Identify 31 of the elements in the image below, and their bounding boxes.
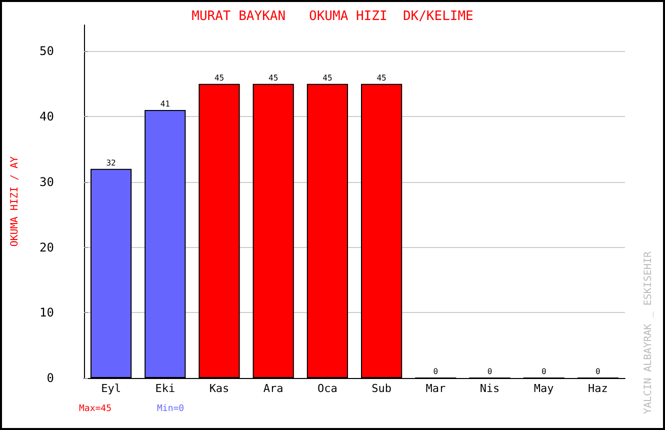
x-tick-label: May: [534, 382, 554, 395]
x-tick-label: Eki: [155, 382, 176, 395]
data-label: 41: [160, 99, 170, 108]
x-tick-label: Sub: [372, 382, 392, 395]
x-tick-label: Oca: [318, 382, 338, 395]
y-tick-label: 40: [40, 110, 54, 124]
text: Max=45: [79, 404, 112, 414]
chart-title: MURAT BAYKAN OKUMA HIZI DK/KELIME: [192, 9, 474, 24]
y-axis-title: OKUMA HIZI / AY: [10, 156, 20, 247]
data-label: 0: [487, 367, 492, 376]
data-label: 45: [376, 73, 387, 82]
text: YALCIN ALBAYRAK _ ESKISEHIR: [643, 251, 654, 414]
y-tick-label: 50: [40, 44, 54, 58]
x-tick-label: Haz: [588, 382, 608, 395]
x-tick-label: Mar: [426, 382, 446, 395]
data-label: 0: [541, 367, 546, 376]
data-label: 45: [214, 73, 224, 82]
data-label: 45: [268, 73, 278, 82]
x-tick-label: Nis: [480, 382, 500, 395]
data-label: 0: [596, 367, 601, 376]
data-label: 0: [433, 367, 438, 376]
data-label: 32: [106, 158, 116, 168]
y-tick-label: 30: [40, 174, 54, 189]
y-tick-label: 10: [40, 306, 54, 320]
x-tick-label: Eyl: [101, 382, 121, 395]
y-tick-label: 20: [40, 240, 54, 254]
x-tick-label: Ara: [263, 382, 284, 395]
data-label: 45: [322, 73, 332, 82]
text: Min=0: [157, 404, 184, 414]
y-tick-label: 0: [46, 371, 54, 385]
x-tick-label: Kas: [209, 382, 230, 395]
